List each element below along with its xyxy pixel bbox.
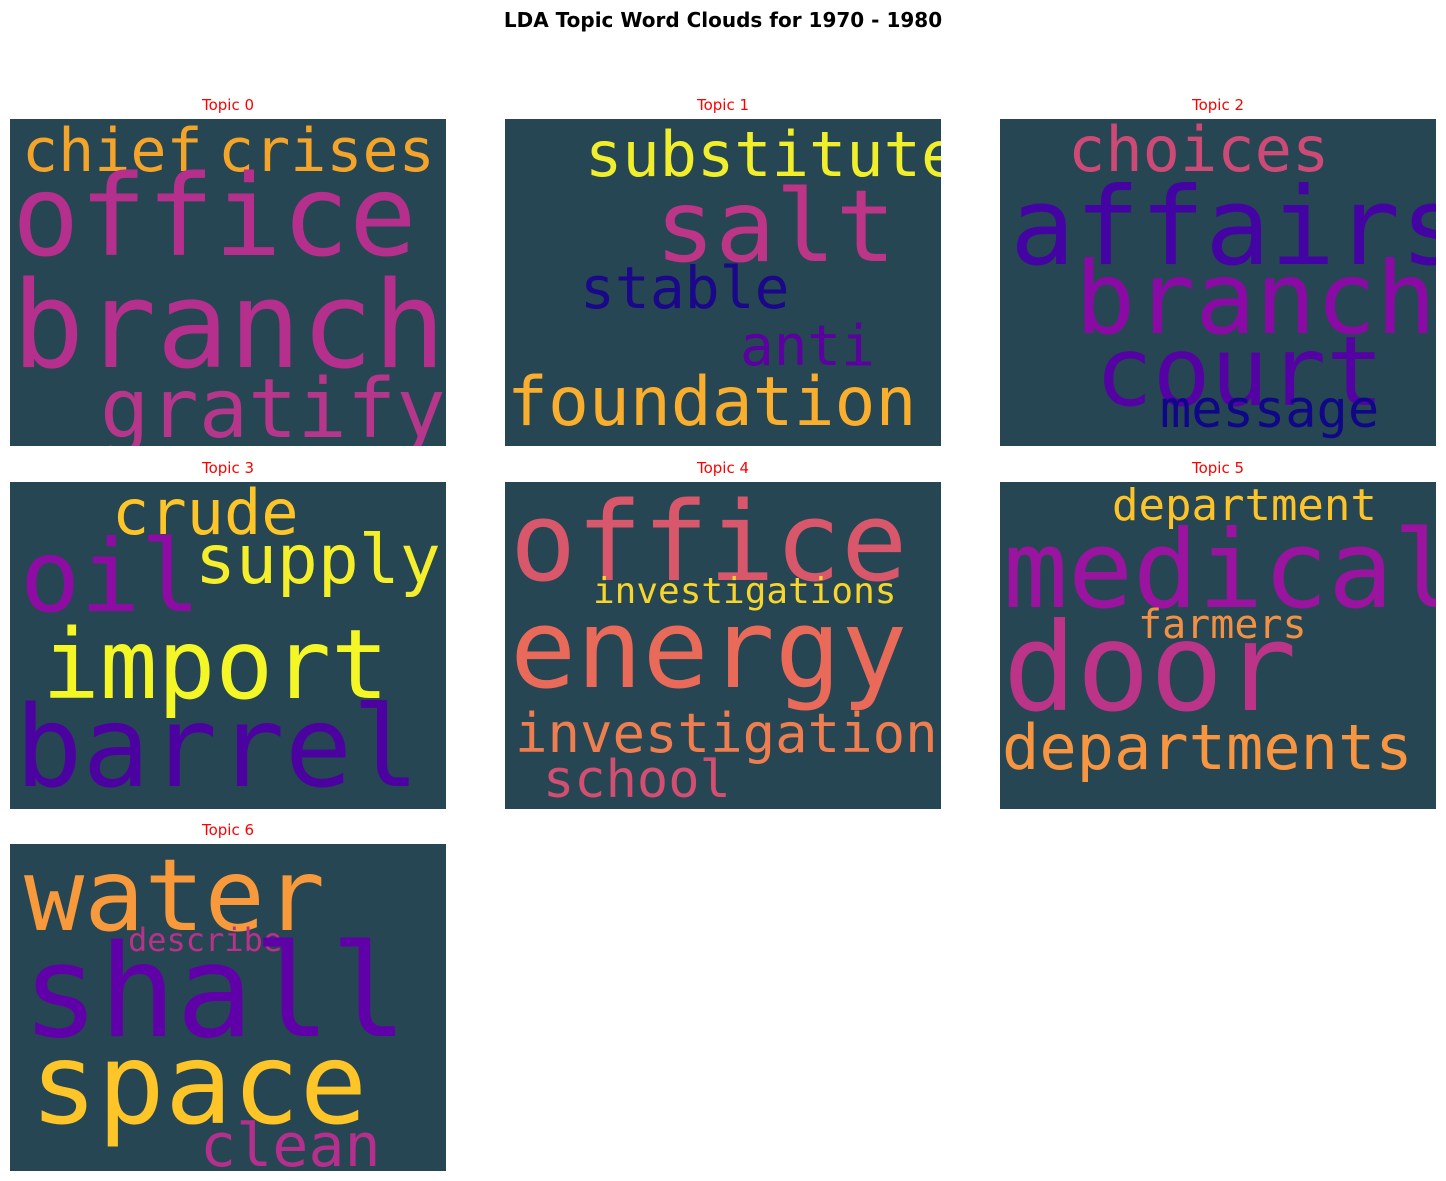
topic-title: Topic 6 [201,821,255,839]
cloud-word: barrel [15,683,420,809]
cloud-word: crises [218,119,435,186]
cloud-word: court [1095,316,1384,428]
cloud-word: import [42,609,389,721]
cloud-word: departments [1002,711,1413,784]
word-cloud-topic-6: water describe shall space clean [10,844,446,1171]
figure-title: LDA Topic Word Clouds for 1970 - 1980 [503,8,943,32]
cloud-word: office [510,482,908,606]
cloud-word: office [12,152,417,282]
cloud-word: clean [200,1111,381,1171]
cloud-word: describe [128,921,283,959]
word-cloud-topic-3: crude supply oil import barrel [10,482,446,809]
cloud-word: foundation [507,363,917,442]
topic-title: Topic 4 [696,459,750,477]
cloud-word: shall [22,918,408,1067]
cloud-word: salt [655,168,896,285]
cloud-word: choices [1068,119,1330,186]
cloud-word: gratify [100,362,446,447]
cloud-word: investigation [515,702,938,765]
cloud-word: medical [1003,508,1436,633]
cloud-word: anti [740,314,875,379]
cloud-word: crude [112,482,299,549]
cloud-word: oil [20,518,201,635]
word-cloud-topic-0: chief crises office branch gratify [10,119,446,446]
topic-title: Topic 3 [201,459,255,477]
topic-title: Topic 0 [201,96,255,114]
cloud-word: affairs [1010,165,1436,290]
cloud-word: substitute [585,119,941,191]
word-cloud-topic-1: substitute salt stable anti foundation [505,119,941,446]
cloud-word: chief [22,119,203,186]
word-cloud-topic-4: office investigations energy investigation s… [505,482,941,809]
cloud-word: department [1112,482,1377,531]
cloud-word: energy [510,585,908,713]
topic-title: Topic 1 [696,96,750,114]
cloud-word: investigations [593,571,897,612]
cloud-word: door [1003,597,1297,739]
cloud-word: message [1160,380,1380,440]
cloud-word: stable [580,254,790,322]
cloud-word: supply [195,521,441,600]
topic-title: Topic 2 [1191,96,1245,114]
cloud-word: farmers [1138,602,1307,648]
topic-title: Topic 5 [1191,459,1245,477]
word-cloud-topic-2: choices affairs branch court message [1000,119,1436,446]
cloud-word: space [30,1020,368,1150]
cloud-word: branch [12,257,446,396]
cloud-word: branch [1075,240,1436,357]
cloud-word: water [24,844,326,954]
cloud-word: school [543,750,731,809]
word-cloud-topic-5: department medical farmers door departments [1000,482,1436,809]
